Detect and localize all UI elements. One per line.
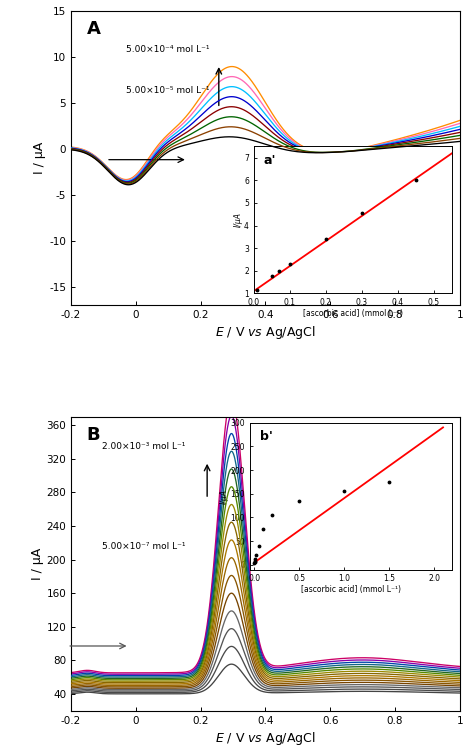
X-axis label: $E$ / V $vs$ Ag/AgCl: $E$ / V $vs$ Ag/AgCl (215, 324, 316, 341)
Text: 2.00×10⁻³ mol L⁻¹: 2.00×10⁻³ mol L⁻¹ (102, 441, 185, 450)
X-axis label: $E$ / V $vs$ Ag/AgCl: $E$ / V $vs$ Ag/AgCl (215, 729, 316, 747)
Y-axis label: I / μA: I / μA (31, 547, 44, 580)
Text: 5.00×10⁻⁵ mol L⁻¹: 5.00×10⁻⁵ mol L⁻¹ (126, 86, 209, 95)
Text: A: A (87, 20, 100, 38)
Text: B: B (87, 426, 100, 444)
Text: 5.00×10⁻⁷ mol L⁻¹: 5.00×10⁻⁷ mol L⁻¹ (102, 541, 186, 550)
Text: 5.00×10⁻⁴ mol L⁻¹: 5.00×10⁻⁴ mol L⁻¹ (126, 45, 209, 54)
Y-axis label: I / μA: I / μA (34, 142, 46, 174)
